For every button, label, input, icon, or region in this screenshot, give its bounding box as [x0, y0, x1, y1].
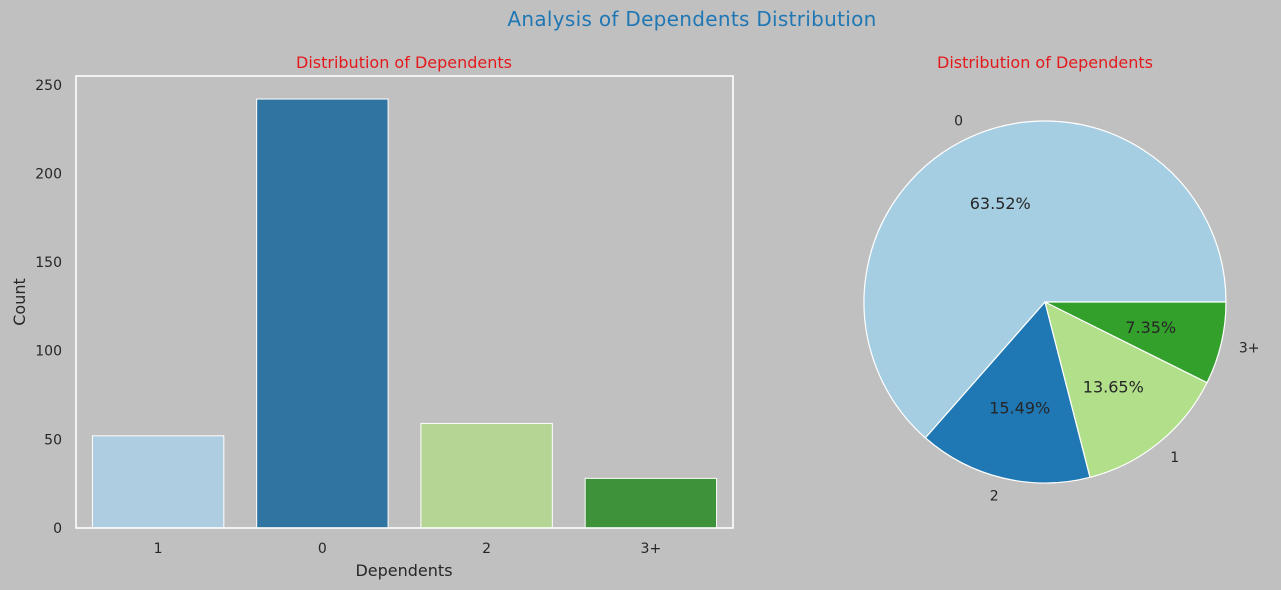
y-axis-ticks: 0 50 100 150 200 250: [35, 78, 62, 537]
plot-frame: [75, 75, 734, 529]
bar-chart-title: Distribution of Dependents: [296, 53, 512, 72]
figure-title: Analysis of Dependents Distribution: [507, 7, 876, 31]
y-tick-label: 0: [53, 521, 62, 537]
bar-chart: Distribution of Dependents 0 50 100 150 200 2…: [10, 53, 734, 580]
y-tick-label: 100: [35, 344, 62, 360]
pie-labels: 0 63.52% 2 15.49% 1 13.65% 3+ 7.35%: [954, 114, 1259, 505]
x-axis-label: Dependents: [355, 561, 452, 580]
y-tick-label: 50: [44, 432, 62, 448]
pie-category-label: 1: [1170, 450, 1179, 466]
x-tick-label: 1: [154, 541, 163, 557]
pie-slice-3+: [1044, 301, 1227, 384]
pie-chart: Distribution of Dependents 0 63.52% 2 15.49…: [863, 53, 1259, 505]
bar-3+: [584, 477, 718, 529]
y-axis-label: Count: [10, 278, 29, 326]
pie-slice-2: [924, 301, 1091, 484]
pie-slice-1: [1044, 301, 1208, 478]
pie-chart-title: Distribution of Dependents: [937, 53, 1153, 72]
pie-category-label: 2: [990, 489, 999, 505]
pie-percent-label: 63.52%: [970, 194, 1031, 213]
pie-percent-label: 13.65%: [1083, 377, 1144, 396]
pie-percent-label: 15.49%: [989, 399, 1050, 418]
x-tick-label: 2: [482, 541, 491, 557]
pie-percent-label: 7.35%: [1125, 318, 1176, 337]
pie-slice-0: [863, 120, 1227, 439]
x-tick-label: 3+: [641, 541, 662, 557]
pie-category-label: 3+: [1239, 341, 1260, 357]
bar-2: [420, 422, 553, 529]
bar-0: [256, 98, 389, 529]
bar-1: [91, 435, 225, 529]
x-axis-ticks: 1 0 2 3+: [154, 541, 662, 557]
y-tick-label: 150: [35, 255, 62, 271]
x-tick-label: 0: [318, 541, 327, 557]
y-tick-label: 200: [35, 166, 62, 182]
pie-category-label: 0: [954, 114, 963, 130]
y-tick-label: 250: [35, 78, 62, 94]
pie-slices: [863, 120, 1227, 484]
bar-marks: [91, 98, 718, 529]
